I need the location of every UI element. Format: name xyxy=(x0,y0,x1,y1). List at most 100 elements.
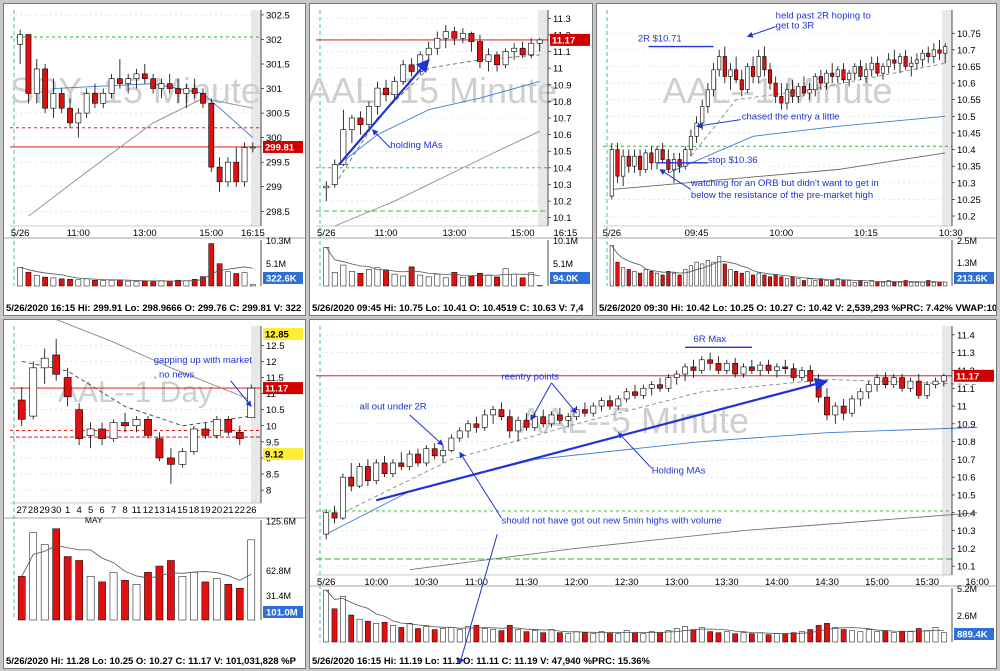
volume-bar xyxy=(690,629,697,643)
candle-body xyxy=(852,66,857,74)
volume-bar xyxy=(914,282,919,287)
candle-body xyxy=(899,377,905,389)
status-line: 5/26/2020 16:15 Hi: 11.19 Lo: 11.1 O: 11… xyxy=(312,656,650,667)
annotation-text: chased the entry a little xyxy=(742,112,840,123)
volume-bar xyxy=(481,628,488,643)
volume-bar xyxy=(875,282,880,287)
volume-bar xyxy=(830,280,835,287)
annotation-arrow xyxy=(230,380,252,407)
x-tick-label: 13:30 xyxy=(715,577,739,588)
chart-panel-aal5[interactable]: AAL--5 Minute11.411.311.211.11110.910.81… xyxy=(309,319,997,669)
volume-tick-label: 5.1M xyxy=(553,259,573,269)
volume-bar xyxy=(125,280,132,287)
y-tick-label: 300.5 xyxy=(266,109,290,120)
candle-body xyxy=(133,73,140,80)
volume-average-line xyxy=(611,245,946,283)
y-tick-label: 10.3 xyxy=(553,180,572,191)
volume-bar xyxy=(144,572,152,621)
volume-bar xyxy=(98,581,106,621)
volume-bar xyxy=(109,572,118,621)
candle-body xyxy=(40,357,49,369)
y-tick-label: 10.55 xyxy=(957,95,981,106)
candle-body xyxy=(748,366,755,371)
candle-body xyxy=(183,88,190,94)
candle-body xyxy=(762,56,767,71)
candle-body xyxy=(882,377,889,385)
candle-body xyxy=(519,47,526,56)
volume-tick-label: 62.8M xyxy=(266,566,291,576)
price-badge-label: 299.81 xyxy=(265,142,295,153)
month-label: MAY xyxy=(85,515,103,525)
candle-body xyxy=(682,366,688,375)
x-tick-label: 30 xyxy=(51,505,62,516)
volume-bar xyxy=(331,608,338,643)
y-tick-label: 10.5 xyxy=(266,405,285,416)
y-tick-label: 301 xyxy=(266,84,282,95)
y-tick-label: 10.25 xyxy=(957,195,981,206)
volume-tick-label: 31.4M xyxy=(266,591,291,601)
volume-bar xyxy=(728,269,733,287)
volume-bar xyxy=(468,275,475,287)
candle-body xyxy=(511,47,518,52)
volume-bar xyxy=(442,277,449,287)
y-tick-label: 299 xyxy=(266,182,282,193)
volume-bar xyxy=(626,269,631,287)
volume-bar xyxy=(705,259,710,287)
chart-panel-spy15[interactable]: SPY--15 Minute 302.5 302 301.5 301 300.5 300 29… xyxy=(3,3,306,316)
volume-bar xyxy=(824,623,830,643)
candle-body xyxy=(717,56,722,71)
x-tick-label: 11:30 xyxy=(515,577,538,588)
volume-bar xyxy=(208,243,215,287)
volume-badge xyxy=(263,272,303,284)
candle-body xyxy=(25,34,32,94)
candle-body xyxy=(490,409,496,416)
x-tick-label: 15:30 xyxy=(915,577,939,588)
candle-body xyxy=(331,512,338,519)
candle-body xyxy=(660,149,665,160)
volume-bar xyxy=(779,276,784,287)
volume-bar xyxy=(632,632,638,643)
chart-panel-aal1[interactable]: AAL--1 Minute 10.75 10.7 10.65 10.6 10.55 10.5… xyxy=(596,3,997,316)
candle-body xyxy=(767,69,773,84)
x-tick-label: 18 xyxy=(189,505,200,516)
volume-bar xyxy=(50,277,57,287)
candle-body xyxy=(832,405,839,416)
volume-bar xyxy=(532,630,538,643)
candle-body xyxy=(857,391,864,400)
chart-panel-aal15[interactable]: AAL--15 Minute11.311.211.11110.910.810.7… xyxy=(309,3,593,316)
volume-bar xyxy=(191,279,198,287)
chart-panel-aald[interactable]: AAL--1 Day12.51211.51110.5109.598.5811.1… xyxy=(3,319,306,669)
candle-body xyxy=(607,400,613,407)
y-tick-label: 10.4 xyxy=(553,163,572,174)
x-tick-label: 19 xyxy=(200,505,211,516)
candle-body xyxy=(423,448,430,464)
candle-body xyxy=(225,161,231,183)
volume-bar xyxy=(42,276,48,287)
volume-bar xyxy=(374,267,381,287)
volume-bar xyxy=(609,245,614,287)
volume-bar xyxy=(381,622,388,643)
annotation-text: should not have got out new 5min highs w… xyxy=(501,515,721,526)
volume-bar xyxy=(383,270,389,287)
volume-bar xyxy=(869,280,874,287)
volume-bar xyxy=(903,280,908,287)
volume-bar xyxy=(920,282,925,287)
chart-svg: SPY--15 Minute302.5302301.5301300.530029… xyxy=(4,10,305,287)
volume-bar xyxy=(132,584,141,621)
candle-body xyxy=(132,419,141,427)
y-tick-label: 12 xyxy=(266,357,277,368)
volume-badge-label: 322.6K xyxy=(266,274,297,285)
status-line: 5/26/2020 16:15 Hi: 299.91 Lo: 298.9666 … xyxy=(6,303,302,314)
volume-tick-label: 2.5M xyxy=(957,236,977,246)
candle-body xyxy=(451,31,458,39)
y-tick-label: 11.5 xyxy=(266,373,284,384)
x-tick-label: 5/26 xyxy=(603,228,622,239)
x-tick-label: 14:00 xyxy=(765,577,789,588)
candle-body xyxy=(751,66,756,77)
y-tick-label: 10.2 xyxy=(957,544,976,555)
volume-bar xyxy=(200,276,206,287)
session-shade xyxy=(251,326,261,503)
x-tick-label: 8 xyxy=(122,505,127,516)
volume-bar xyxy=(92,279,98,287)
volume-bar xyxy=(451,272,458,287)
